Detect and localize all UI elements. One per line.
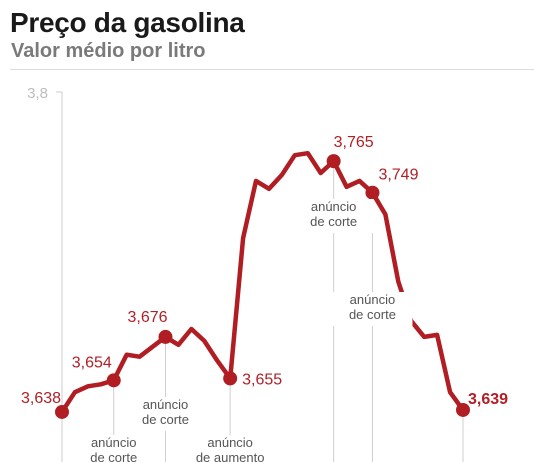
value-label: 3,765 [334,134,374,151]
y-axis: 3,8 [27,85,63,462]
annotation-label: anúncio [143,397,189,412]
annotation-label: de corte [310,214,357,229]
annotation-background [332,292,413,326]
value-label: 3,638 [21,390,61,407]
highlight-point [365,185,380,200]
highlight-point [158,329,173,344]
series-line-group [59,150,466,415]
annotation-label: anúncio [311,199,357,214]
annotation-label: anúncio [207,435,253,450]
highlight-point [223,371,238,386]
value-label: 3,749 [378,167,418,184]
annotation-label: de corte [90,450,137,462]
highlight-point [326,154,341,169]
annotation-label: de corte [142,412,189,427]
annotation-background [190,435,271,462]
value-label: 3,654 [72,354,112,371]
annotation-label: de corte [349,307,396,322]
chart-subtitle: Valor médio por litro [11,40,206,62]
highlight-points [55,154,470,419]
annotation-background [73,435,154,462]
y-tick-label: 3,8 [27,85,48,102]
header-divider [10,69,534,70]
series-line [59,150,466,415]
chart-title: Preço da gasolina [10,7,245,38]
value-label: 3,639 [468,391,508,408]
annotation-label: de aumento [196,450,265,462]
value-label: 3,655 [242,371,282,388]
annotation-label: anúncio [350,292,396,307]
highlight-point [106,373,121,388]
value-label: 3,676 [127,309,167,326]
annotation-background [293,199,374,233]
highlight-point [456,402,470,417]
annotation-label: anúncio [91,435,137,450]
highlight-point [55,404,69,419]
annotation-background [125,397,206,431]
